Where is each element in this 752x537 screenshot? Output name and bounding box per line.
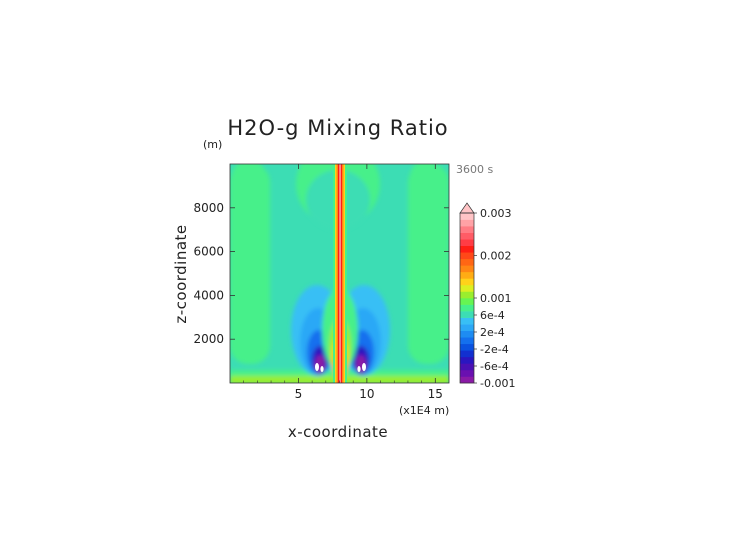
colorbar-swatch [460,363,474,371]
colorbar-swatch [460,369,474,377]
x-tick-label: 10 [359,387,374,401]
y-tick-label: 2000 [193,332,224,346]
x-axis-label: x-coordinate [288,423,388,441]
colorbar-label: 0.003 [480,207,512,220]
colorbar-swatch [460,258,474,266]
colorbar-swatch [460,245,474,253]
colorbar-swatch [460,343,474,351]
colorbar-swatch [460,219,474,227]
colorbar-swatch [460,252,474,260]
colorbar-extend-arrow [459,202,475,214]
colorbar-swatch [460,337,474,345]
left-white-spot [315,363,319,371]
axis-ticks: 5 10 15 2000 4000 6000 8000 [193,164,449,401]
left-white-spot-2 [320,366,324,372]
colorbar-label: -2e-4 [480,343,509,356]
y-axis-label: z-coordinate [172,224,190,323]
contour-shapes [230,164,449,383]
colorbar-swatch [460,291,474,299]
colorbar-swatch [460,284,474,292]
colorbar [459,202,475,384]
colorbar-swatch [460,376,474,384]
colorbar-label: -0.001 [480,377,515,390]
colorbar-swatch [460,350,474,358]
colorbar-label: 2e-4 [480,326,505,339]
colorbar-swatch [460,304,474,312]
colorbar-label: 0.002 [480,250,512,263]
contour-field [230,164,449,383]
y-tick-label: 8000 [193,201,224,215]
colorbar-swatch [460,317,474,325]
right-white-spot [362,363,366,371]
x-tick-label: 15 [428,387,443,401]
time-label: 3600 s [456,163,493,176]
y-tick-label: 4000 [193,288,224,302]
colorbar-swatch [460,311,474,318]
colorbar-swatch [460,278,474,286]
colorbar-swatch [460,239,474,246]
colorbar-label: 0.001 [480,292,512,305]
colorbar-swatch [460,356,474,364]
jet-core [339,164,341,383]
chart-title: H2O-g Mixing Ratio [227,116,448,140]
colorbar-label: -6e-4 [480,360,509,373]
colorbar-swatch [460,232,474,240]
colorbar-swatch [460,213,474,220]
y-unit-label: (m) [203,138,222,151]
right-white-spot-2 [357,366,361,372]
right-green-plume [410,164,442,268]
x-tick-label: 5 [295,387,303,401]
y-tick-label: 6000 [193,245,224,259]
colorbar-swatch [460,265,474,273]
colorbar-swatch [460,324,474,331]
x-unit-label: (x1E4 m) [399,404,449,417]
colorbar-swatch [460,271,474,279]
colorbar-swatch [460,330,474,338]
colorbar-swatch [460,298,474,305]
colorbar-labels: 0.003 0.002 0.001 6e-4 2e-4 -2e-4 -6e-4 -0.001 [474,207,515,390]
colorbar-label: 6e-4 [480,309,505,322]
left-green-plume [232,164,266,268]
colorbar-swatch [460,226,474,233]
